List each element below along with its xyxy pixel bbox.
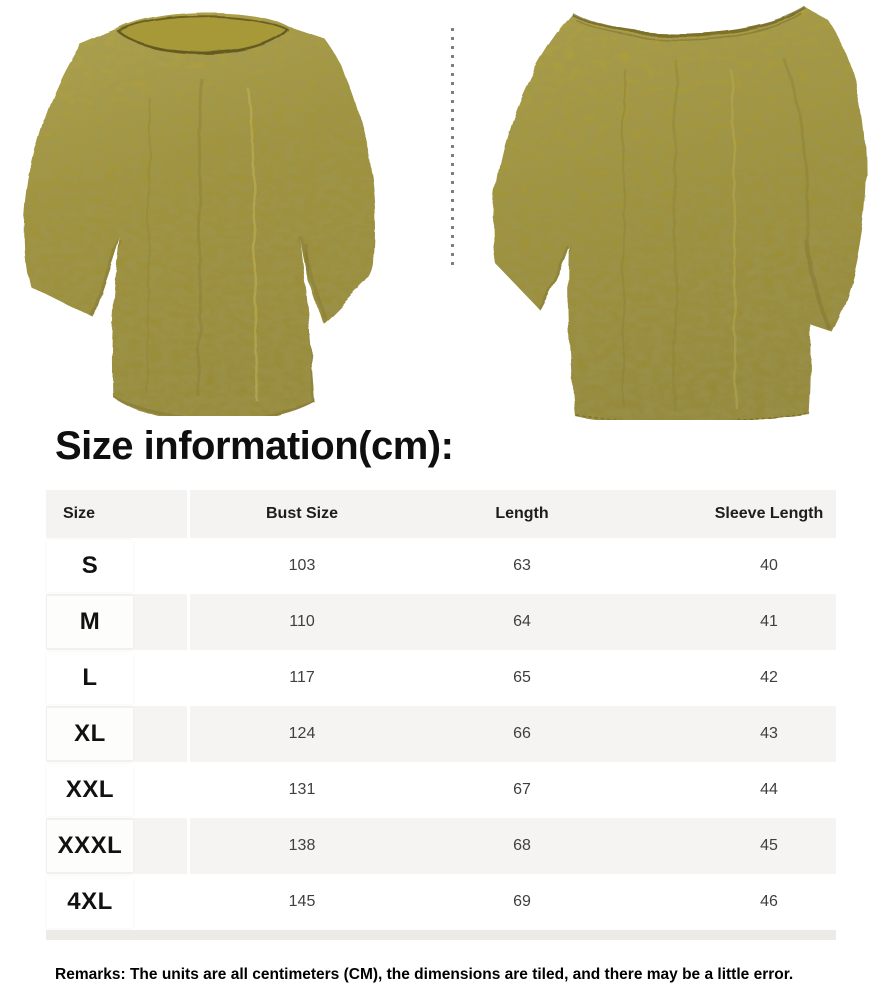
size-label: M	[79, 608, 101, 635]
size-label-patch: 4XL	[47, 876, 133, 928]
sleeve-cell: 46	[760, 893, 778, 910]
size-label: L	[82, 664, 98, 691]
bust-cell: 117	[289, 669, 315, 686]
size-label-patch: L	[47, 652, 133, 704]
col-header-bust: Bust Size	[265, 505, 338, 522]
table-row: S 103 63 40	[46, 538, 836, 594]
shirt-back-hem-stitch	[575, 412, 809, 420]
bust-cell: 103	[288, 557, 316, 574]
sleeve-cell: 44	[760, 781, 778, 798]
size-label-patch: XL	[47, 708, 133, 760]
size-label: 4XL	[67, 888, 113, 915]
sleeve-cell: 41	[760, 613, 778, 630]
size-cell: S	[46, 538, 190, 594]
size-cell: XXL	[46, 762, 190, 818]
size-cell: XXXL	[46, 818, 190, 874]
col-header-sleeve: Sleeve Length	[714, 505, 824, 522]
table-header-row: Size Bust Size Length Sleeve Length	[46, 490, 836, 538]
size-label-patch: S	[47, 540, 133, 592]
shirt-back-photo	[493, 6, 867, 420]
bust-cell: 131	[288, 781, 316, 798]
photo-section	[0, 0, 881, 422]
table-row: M 110 64 41	[46, 594, 836, 650]
bust-cell: 110	[289, 613, 315, 630]
length-cell: 64	[513, 613, 531, 630]
table-footer-strip	[46, 930, 836, 940]
size-cell: L	[46, 650, 190, 706]
sleeve-cell: 40	[760, 557, 778, 574]
table-row: XXXL 138 68 45	[46, 818, 836, 874]
size-label: XXL	[65, 776, 115, 803]
table-body: S 103 63 40 M 110 64 41 L 117 65 42 XL	[46, 538, 836, 930]
table-row: L 117 65 42	[46, 650, 836, 706]
dotted-divider	[451, 28, 454, 271]
sleeve-cell: 43	[760, 725, 778, 742]
length-cell: 63	[513, 557, 531, 574]
size-cell: 4XL	[46, 874, 190, 930]
bust-cell: 124	[288, 725, 316, 742]
col-header-length: Length	[495, 505, 549, 522]
sleeve-cell: 42	[760, 669, 778, 686]
size-label-patch: M	[47, 596, 133, 648]
col-header-size: Size	[46, 490, 190, 538]
length-cell: 69	[513, 893, 531, 910]
length-cell: 67	[513, 781, 531, 798]
size-label: XL	[74, 720, 106, 747]
shirt-front-photo	[24, 11, 375, 416]
size-table: Size Bust Size Length Sleeve Length S 10…	[46, 490, 836, 940]
length-cell: 68	[513, 837, 531, 854]
size-label: S	[81, 552, 99, 579]
size-label: XXXL	[57, 832, 123, 859]
length-cell: 66	[513, 725, 531, 742]
bust-cell: 145	[288, 893, 316, 910]
size-cell: XL	[46, 706, 190, 762]
sleeve-cell: 45	[760, 837, 778, 854]
length-cell: 65	[513, 669, 531, 686]
size-label-patch: XXXL	[47, 820, 133, 872]
remarks-text: Remarks: The units are all centimeters (…	[55, 966, 794, 983]
size-info-heading: Size information(cm):	[55, 424, 454, 468]
table-row: XL 124 66 43	[46, 706, 836, 762]
bust-cell: 138	[288, 837, 316, 854]
table-row: XXL 131 67 44	[46, 762, 836, 818]
size-label-patch: XXL	[47, 764, 133, 816]
table-row: 4XL 145 69 46	[46, 874, 836, 930]
shirt-back-neckline	[571, 6, 807, 37]
size-cell: M	[46, 594, 190, 650]
